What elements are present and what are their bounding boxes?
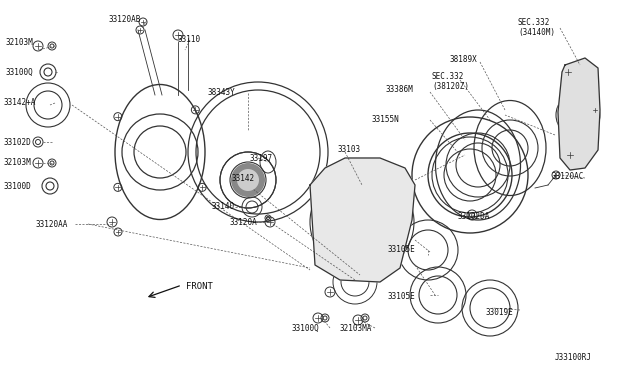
Text: (34140M): (34140M) <box>518 28 555 37</box>
Text: 33120A: 33120A <box>230 218 258 227</box>
Text: 33197: 33197 <box>250 154 273 163</box>
Text: 38343Y: 38343Y <box>208 88 236 97</box>
Text: J33100RJ: J33100RJ <box>555 353 592 362</box>
Text: 33142: 33142 <box>232 174 255 183</box>
Text: 33142+A: 33142+A <box>3 98 35 107</box>
Text: 38189X: 38189X <box>450 55 477 64</box>
Text: (38120Z): (38120Z) <box>432 82 469 91</box>
Text: 33120AB: 33120AB <box>108 15 140 24</box>
Text: 32103M: 32103M <box>3 158 31 167</box>
Text: 33102DA: 33102DA <box>458 212 490 221</box>
Text: 33019E: 33019E <box>486 308 514 317</box>
Text: 33100D: 33100D <box>3 182 31 191</box>
Text: 33120AC: 33120AC <box>552 172 584 181</box>
Text: SEC.332: SEC.332 <box>518 18 550 27</box>
Text: 33100Q: 33100Q <box>292 324 320 333</box>
Circle shape <box>231 163 265 197</box>
Polygon shape <box>310 158 415 282</box>
Text: 32103M: 32103M <box>5 38 33 47</box>
Text: SEC.332: SEC.332 <box>432 72 465 81</box>
Text: 32103MA: 32103MA <box>340 324 372 333</box>
Text: 33120AA: 33120AA <box>35 220 67 229</box>
Text: 33100Q: 33100Q <box>5 68 33 77</box>
Text: 33386M: 33386M <box>386 85 413 94</box>
Text: 33110: 33110 <box>178 35 201 44</box>
Text: FRONT: FRONT <box>186 282 213 291</box>
Text: 33105E: 33105E <box>388 292 416 301</box>
Text: 33105E: 33105E <box>388 245 416 254</box>
Circle shape <box>237 169 259 191</box>
Text: 33103: 33103 <box>338 145 361 154</box>
Text: 33155N: 33155N <box>372 115 400 124</box>
Polygon shape <box>558 58 600 170</box>
Text: 33140: 33140 <box>212 202 235 211</box>
Text: 33102D: 33102D <box>3 138 31 147</box>
